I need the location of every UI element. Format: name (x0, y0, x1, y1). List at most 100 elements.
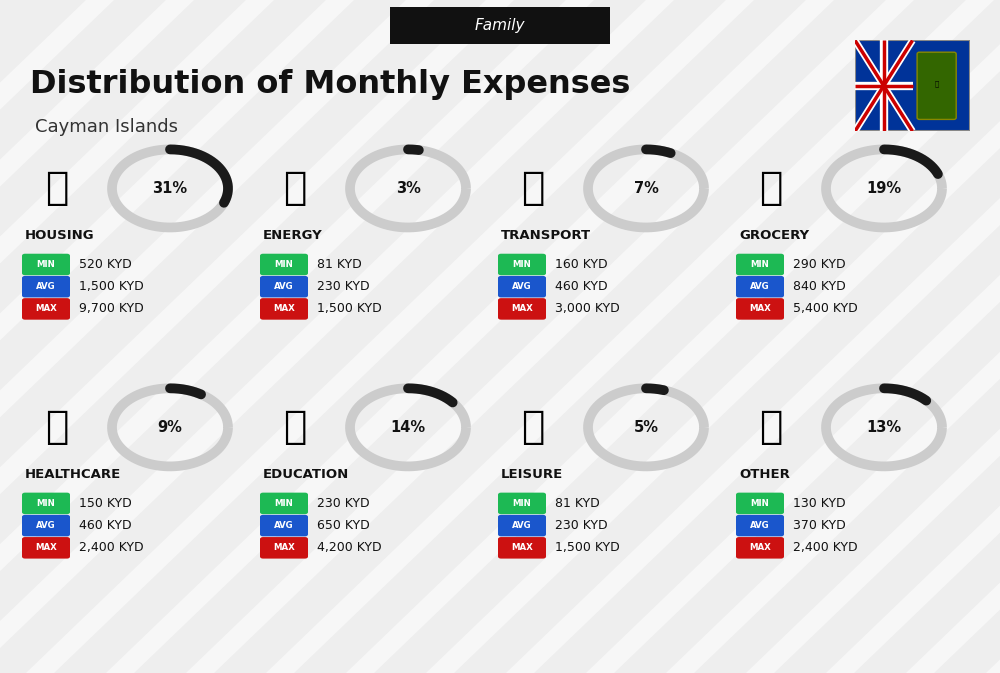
Text: 290 KYD: 290 KYD (793, 258, 846, 271)
Text: MAX: MAX (511, 543, 533, 553)
FancyBboxPatch shape (915, 45, 968, 127)
Text: HEALTHCARE: HEALTHCARE (25, 468, 121, 481)
Text: 2,400 KYD: 2,400 KYD (79, 541, 144, 555)
Text: 5%: 5% (634, 420, 658, 435)
Text: MIN: MIN (513, 499, 531, 508)
Text: 5,400 KYD: 5,400 KYD (793, 302, 858, 316)
Text: AVG: AVG (750, 282, 770, 291)
Text: EDUCATION: EDUCATION (263, 468, 349, 481)
Text: 840 KYD: 840 KYD (793, 280, 846, 293)
Text: GROCERY: GROCERY (739, 229, 809, 242)
Text: 💓: 💓 (45, 409, 68, 446)
FancyBboxPatch shape (260, 254, 308, 275)
Text: MIN: MIN (275, 499, 293, 508)
FancyBboxPatch shape (736, 537, 784, 559)
FancyBboxPatch shape (855, 40, 970, 131)
Text: 4,200 KYD: 4,200 KYD (317, 541, 382, 555)
Text: 31%: 31% (152, 181, 188, 196)
Text: 1,500 KYD: 1,500 KYD (555, 541, 620, 555)
Text: 150 KYD: 150 KYD (79, 497, 132, 510)
Text: AVG: AVG (512, 521, 532, 530)
Text: MAX: MAX (511, 304, 533, 314)
Text: Cayman Islands: Cayman Islands (35, 118, 178, 135)
FancyBboxPatch shape (498, 515, 546, 536)
Text: AVG: AVG (36, 521, 56, 530)
Text: AVG: AVG (36, 282, 56, 291)
FancyBboxPatch shape (498, 298, 546, 320)
Text: 3%: 3% (396, 181, 420, 196)
Text: MAX: MAX (749, 304, 771, 314)
Text: 💡: 💡 (283, 170, 306, 207)
Text: Family: Family (475, 17, 525, 33)
FancyBboxPatch shape (260, 298, 308, 320)
Text: 9%: 9% (158, 420, 182, 435)
FancyBboxPatch shape (260, 537, 308, 559)
Text: HOUSING: HOUSING (25, 229, 95, 242)
FancyBboxPatch shape (260, 276, 308, 297)
FancyBboxPatch shape (498, 276, 546, 297)
FancyBboxPatch shape (498, 493, 546, 514)
Text: 7%: 7% (634, 181, 658, 196)
FancyBboxPatch shape (736, 254, 784, 275)
Text: 650 KYD: 650 KYD (317, 519, 370, 532)
Text: MIN: MIN (37, 260, 55, 269)
Text: 81 KYD: 81 KYD (317, 258, 362, 271)
Text: MAX: MAX (273, 304, 295, 314)
Text: AVG: AVG (512, 282, 532, 291)
Text: 460 KYD: 460 KYD (79, 519, 132, 532)
Text: AVG: AVG (750, 521, 770, 530)
Text: AVG: AVG (274, 282, 294, 291)
FancyBboxPatch shape (22, 276, 70, 297)
Text: 9,700 KYD: 9,700 KYD (79, 302, 144, 316)
FancyBboxPatch shape (22, 537, 70, 559)
Text: 🛍: 🛍 (521, 409, 544, 446)
Text: 81 KYD: 81 KYD (555, 497, 600, 510)
Text: 19%: 19% (866, 181, 902, 196)
Text: MAX: MAX (749, 543, 771, 553)
FancyBboxPatch shape (22, 254, 70, 275)
FancyBboxPatch shape (260, 515, 308, 536)
Text: TRANSPORT: TRANSPORT (501, 229, 591, 242)
Text: 230 KYD: 230 KYD (317, 280, 370, 293)
Text: 1,500 KYD: 1,500 KYD (79, 280, 144, 293)
FancyBboxPatch shape (260, 493, 308, 514)
Text: 1,500 KYD: 1,500 KYD (317, 302, 382, 316)
Text: 🐢: 🐢 (935, 81, 939, 87)
Text: 130 KYD: 130 KYD (793, 497, 846, 510)
Text: 🎓: 🎓 (283, 409, 306, 446)
Text: 🛒: 🛒 (759, 170, 782, 207)
Text: MIN: MIN (751, 499, 769, 508)
Text: ENERGY: ENERGY (263, 229, 323, 242)
Text: 230 KYD: 230 KYD (317, 497, 370, 510)
Text: MAX: MAX (35, 304, 57, 314)
Text: 370 KYD: 370 KYD (793, 519, 846, 532)
FancyBboxPatch shape (498, 254, 546, 275)
Text: Distribution of Monthly Expenses: Distribution of Monthly Expenses (30, 69, 630, 100)
Text: 230 KYD: 230 KYD (555, 519, 608, 532)
Text: 14%: 14% (390, 420, 426, 435)
Text: 🏢: 🏢 (45, 170, 68, 207)
Text: MIN: MIN (513, 260, 531, 269)
FancyBboxPatch shape (22, 493, 70, 514)
FancyBboxPatch shape (498, 537, 546, 559)
FancyBboxPatch shape (736, 515, 784, 536)
FancyBboxPatch shape (22, 298, 70, 320)
Text: 💰: 💰 (759, 409, 782, 446)
Text: MIN: MIN (751, 260, 769, 269)
FancyBboxPatch shape (917, 52, 956, 119)
Text: AVG: AVG (274, 521, 294, 530)
Text: MIN: MIN (37, 499, 55, 508)
Text: MAX: MAX (273, 543, 295, 553)
Text: 3,000 KYD: 3,000 KYD (555, 302, 620, 316)
FancyBboxPatch shape (22, 515, 70, 536)
FancyBboxPatch shape (736, 298, 784, 320)
FancyBboxPatch shape (390, 7, 610, 44)
FancyBboxPatch shape (736, 493, 784, 514)
Text: MAX: MAX (35, 543, 57, 553)
Text: 160 KYD: 160 KYD (555, 258, 608, 271)
Text: 🚌: 🚌 (521, 170, 544, 207)
FancyBboxPatch shape (736, 276, 784, 297)
Text: MIN: MIN (275, 260, 293, 269)
Text: OTHER: OTHER (739, 468, 790, 481)
Text: LEISURE: LEISURE (501, 468, 563, 481)
